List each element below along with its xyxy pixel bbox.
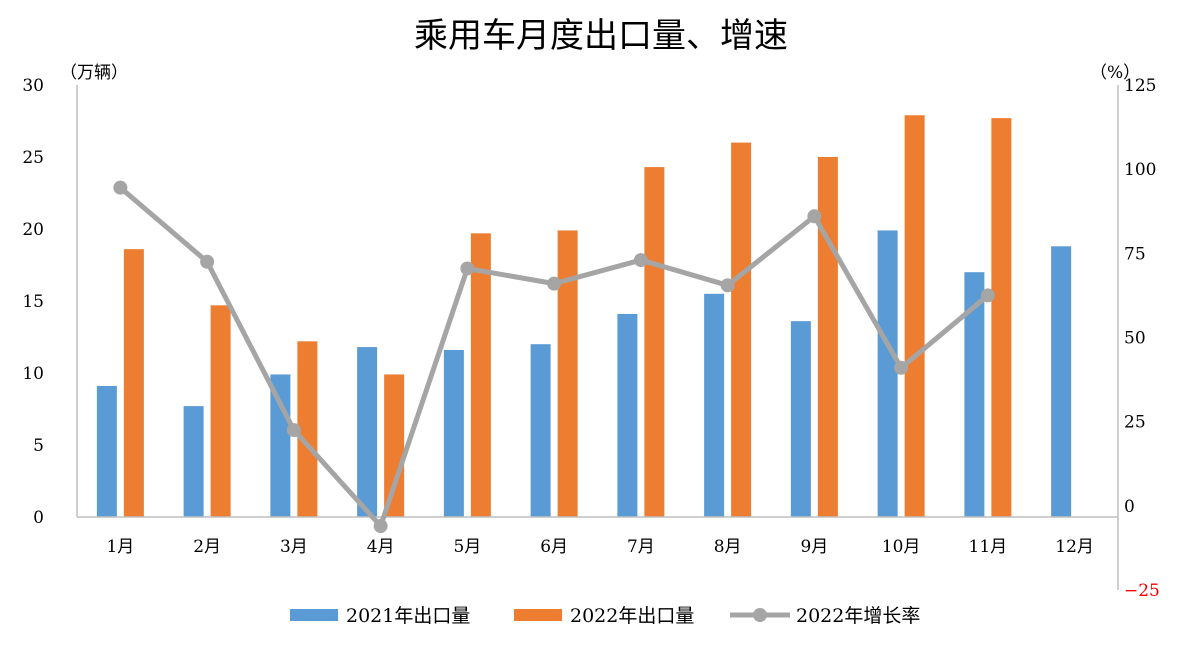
x-tick-label: 4月 — [367, 537, 395, 557]
left-tick-label: 15 — [22, 292, 44, 312]
growth-point — [547, 276, 562, 291]
bar-2022-4 — [384, 374, 405, 517]
bar-2021-11 — [964, 272, 985, 517]
left-tick-label: 20 — [22, 220, 44, 240]
right-tick-label: 100 — [1124, 160, 1156, 180]
bar-2022-8 — [731, 142, 752, 517]
legend-swatch-2022 — [514, 609, 562, 621]
x-tick-label: 9月 — [800, 537, 828, 557]
x-tick-label: 3月 — [280, 537, 308, 557]
bar-2022-10 — [904, 115, 925, 518]
right-axis-unit: （%） — [1090, 63, 1140, 83]
bar-2021-9 — [790, 321, 811, 517]
x-tick-label: 12月 — [1055, 537, 1094, 557]
x-tick-label: 1月 — [106, 537, 134, 557]
x-tick-label: 5月 — [453, 537, 481, 557]
x-tick-label: 8月 — [714, 537, 742, 557]
left-tick-label: 30 — [22, 76, 44, 96]
legend-label: 2021年出口量 — [346, 605, 470, 627]
x-tick-label: 6月 — [540, 537, 568, 557]
growth-point — [807, 209, 822, 224]
left-tick-label: 5 — [33, 436, 44, 456]
bar-2022-2 — [210, 305, 231, 517]
growth-point — [720, 278, 735, 293]
left-axis-unit: （万辆） — [60, 63, 128, 83]
bar-2021-2 — [183, 406, 204, 517]
growth-point — [894, 360, 909, 375]
bar-2022-1 — [123, 249, 144, 517]
bar-2022-11 — [991, 118, 1012, 518]
right-tick-label: 0 — [1124, 497, 1135, 517]
bar-2021-6 — [530, 344, 551, 517]
left-tick-label: 25 — [22, 148, 44, 168]
growth-line — [117, 185, 991, 529]
bar-2021-12 — [1051, 246, 1072, 517]
x-tick-label: 10月 — [882, 537, 921, 557]
bar-2022-6 — [557, 230, 578, 517]
bar-2021-8 — [704, 293, 725, 517]
bar-2021-3 — [270, 374, 291, 517]
right-tick-label: 75 — [1124, 244, 1146, 264]
right-tick-label: 125 — [1124, 76, 1156, 96]
bar-2022-3 — [297, 341, 318, 517]
x-tick-label: 11月 — [969, 537, 1008, 557]
legend: 2021年出口量 2022年出口量 2022年增长率 — [290, 605, 920, 627]
bar-2022-9 — [817, 157, 838, 517]
growth-point — [113, 180, 128, 195]
bar-2021-10 — [877, 230, 898, 517]
bar-2022-5 — [470, 233, 491, 517]
bars-layer — [96, 115, 1072, 518]
growth-point — [200, 254, 215, 269]
right-tick-label: 50 — [1124, 329, 1146, 349]
growth-point — [980, 288, 995, 303]
left-tick-label: 0 — [33, 508, 44, 528]
legend-label: 2022年出口量 — [570, 605, 694, 627]
growth-point — [633, 253, 648, 268]
bar-2022-7 — [644, 167, 665, 517]
bar-2021-7 — [617, 313, 638, 517]
x-tick-label: 7月 — [627, 537, 655, 557]
tick-labels-layer: 0 5 10 15 20 25 30 −25 0 25 50 75 100 125 1月 2月 3月 4月 5月 6月… — [22, 76, 1160, 601]
bar-2021-4 — [357, 347, 378, 517]
x-tick-label: 2月 — [193, 537, 221, 557]
right-tick-label: 25 — [1124, 413, 1146, 433]
bar-2021-1 — [96, 385, 117, 517]
growth-line-layer — [113, 180, 995, 534]
growth-point — [460, 261, 475, 276]
bar-2021-5 — [443, 349, 464, 517]
legend-label: 2022年增长率 — [796, 605, 920, 627]
legend-line-marker — [753, 608, 767, 622]
growth-point — [373, 519, 388, 534]
growth-point — [286, 423, 301, 438]
chart-title: 乘用车月度出口量、增速 — [414, 16, 788, 56]
legend-swatch-2021 — [290, 609, 338, 621]
left-tick-label: 10 — [22, 364, 44, 384]
axes-layer — [76, 85, 1119, 590]
right-tick-label: −25 — [1124, 581, 1160, 601]
